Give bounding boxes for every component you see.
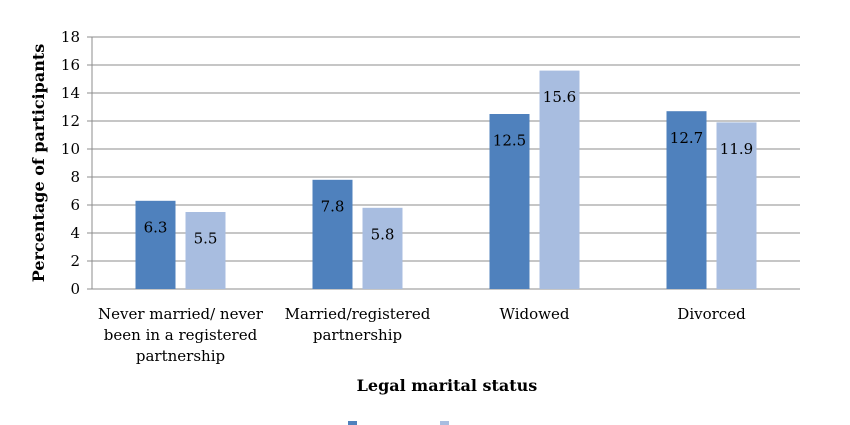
y-tick-label: 4 (70, 224, 80, 242)
x-category-label: partnership (313, 326, 402, 344)
data-label: 5.5 (194, 230, 218, 248)
data-labels: 6.3 5.5 7.8 5.8 12.5 15.6 12.7 11.9 (144, 88, 754, 247)
bar-series1-1 (135, 200, 176, 289)
y-tick-label: 18 (61, 28, 80, 46)
x-axis-categories: Never married/ never been in a registered… (98, 305, 746, 365)
y-tick-label: 10 (61, 140, 80, 158)
x-category-label: Married/registered (285, 305, 431, 323)
legend (348, 421, 449, 425)
y-tick-label: 2 (70, 252, 80, 270)
bar-series2-3 (539, 70, 580, 289)
x-category-label: Divorced (677, 305, 746, 323)
data-label: 12.5 (493, 132, 526, 150)
bar-series1-4 (666, 111, 707, 289)
data-label: 7.8 (321, 197, 345, 215)
y-tick-label: 12 (61, 112, 80, 130)
y-axis-ticks: 0 2 4 6 8 10 12 14 16 18 (61, 28, 80, 298)
legend-swatch-2 (440, 421, 449, 425)
bar-series2-1 (185, 212, 226, 289)
y-tick-label: 0 (70, 280, 80, 298)
bar-series2-4 (716, 122, 757, 290)
x-category-label: Never married/ never (98, 305, 264, 323)
bar-series1-3 (489, 114, 530, 289)
bar-series2-2 (362, 207, 403, 289)
x-category-label: partnership (136, 347, 225, 365)
x-category-label: been in a registered (104, 326, 258, 344)
x-axis-title: Legal marital status (357, 376, 538, 395)
bars (135, 70, 757, 290)
data-label: 12.7 (670, 129, 703, 147)
data-label: 11.9 (720, 140, 753, 158)
y-tick-label: 8 (70, 168, 80, 186)
legend-swatch-1 (348, 421, 357, 425)
data-label: 15.6 (543, 88, 576, 106)
x-category-label: Widowed (500, 305, 570, 323)
y-tick-label: 6 (70, 196, 80, 214)
data-label: 5.8 (371, 225, 395, 243)
y-tick-label: 16 (61, 56, 80, 74)
y-axis-title: Percentage of participants (29, 44, 48, 282)
data-label: 6.3 (144, 218, 168, 236)
y-tick-label: 14 (61, 84, 80, 102)
bar-series1-2 (312, 179, 353, 289)
